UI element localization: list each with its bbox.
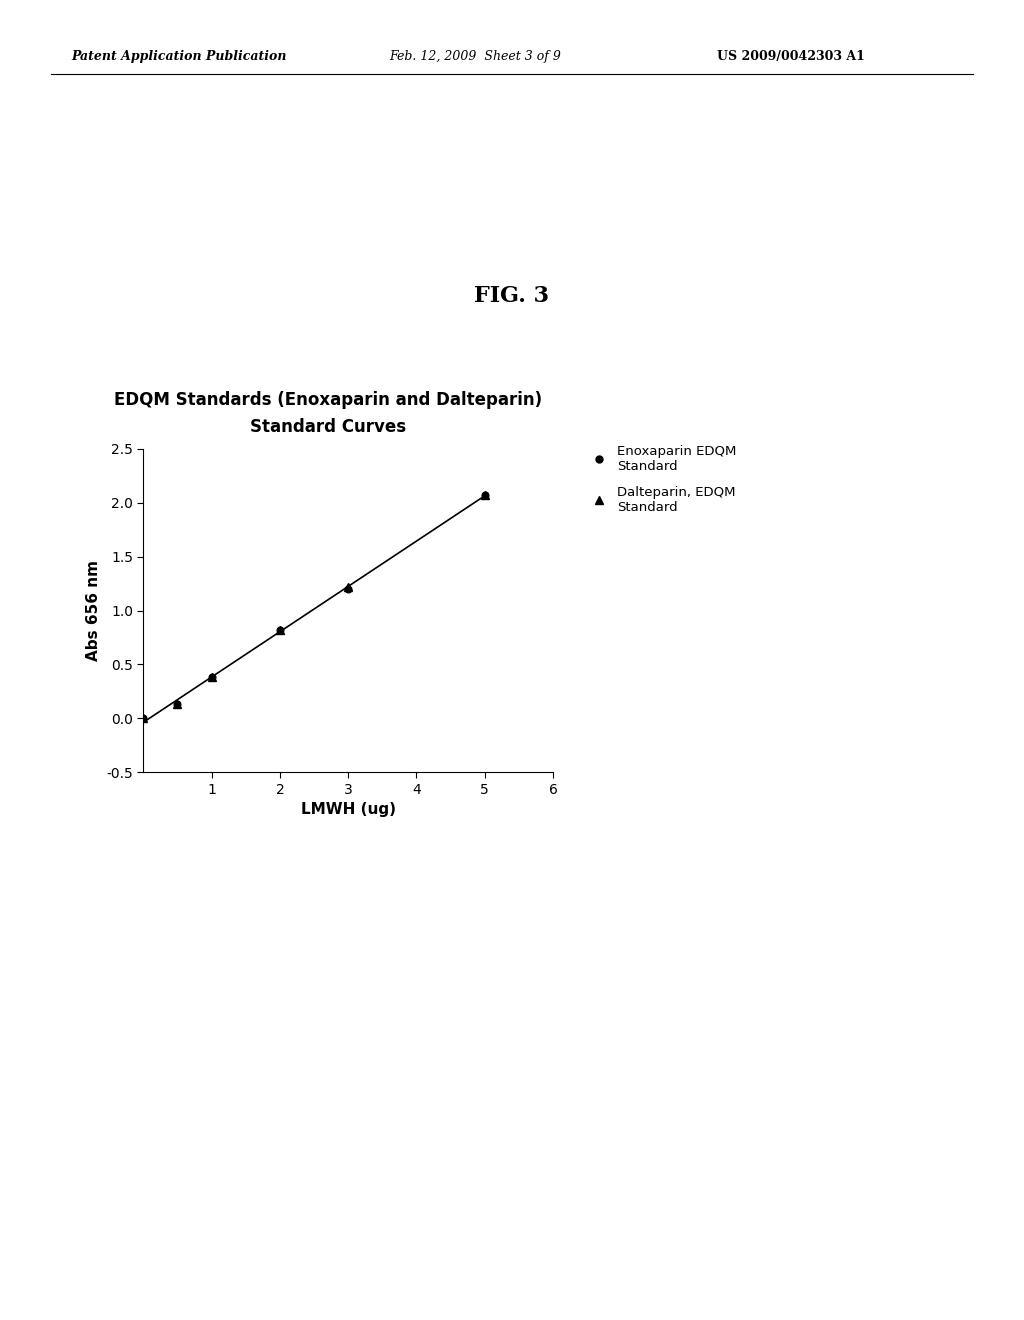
Y-axis label: Abs 656 nm: Abs 656 nm [86, 560, 100, 661]
Text: EDQM Standards (Enoxaparin and Dalteparin): EDQM Standards (Enoxaparin and Daltepari… [114, 391, 542, 409]
Text: US 2009/0042303 A1: US 2009/0042303 A1 [717, 50, 864, 63]
X-axis label: LMWH (ug): LMWH (ug) [301, 803, 395, 817]
Text: FIG. 3: FIG. 3 [474, 285, 550, 306]
Legend: Enoxaparin EDQM
Standard, Dalteparin, EDQM
Standard: Enoxaparin EDQM Standard, Dalteparin, ED… [580, 440, 741, 519]
Text: Patent Application Publication: Patent Application Publication [72, 50, 287, 63]
Text: Standard Curves: Standard Curves [250, 417, 406, 436]
Text: Feb. 12, 2009  Sheet 3 of 9: Feb. 12, 2009 Sheet 3 of 9 [389, 50, 561, 63]
